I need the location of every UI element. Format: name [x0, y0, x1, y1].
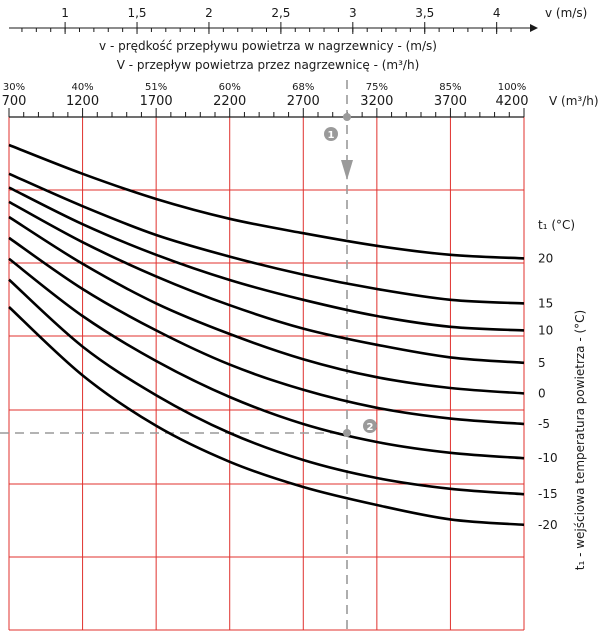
curve-t1--5	[8, 236, 525, 426]
right-axis-ticks: 20 15 10 5 0 -5 -10 -15 -20	[538, 251, 558, 531]
v-tick-label: 1,5	[127, 6, 146, 20]
V-percent-label: 75%	[366, 82, 388, 93]
marker-point-1	[343, 113, 351, 121]
top-axis-V-unit: V (m³/h)	[549, 94, 599, 108]
top-axis-V-title: V - przepływ powietrza przez nagrzewnicę…	[117, 58, 420, 72]
guide-arrow-down	[341, 160, 353, 180]
plot-grid	[8, 116, 525, 631]
curve-t1--20	[8, 306, 525, 527]
right-axis-tick-label: 5	[538, 356, 546, 370]
V-percent-label: 85%	[439, 82, 461, 93]
V-tick-label: 3700	[434, 94, 467, 109]
top-axis-v-ticks: 1 1,5 2 2,5 3 3,5 4	[21, 6, 512, 34]
V-percent-label: 100%	[498, 82, 527, 93]
right-axis-title: t₁ - wejściowa temperatura powietrza - (…	[573, 310, 587, 570]
v-tick-label: 2	[205, 6, 213, 20]
V-percent-label: 60%	[219, 82, 241, 93]
curve-t1-15	[8, 172, 525, 305]
V-tick-label: 4200	[495, 94, 528, 109]
V-tick-label: 3200	[360, 94, 393, 109]
top-axis-V-labels: 30%700 40%1200 51%1700 60%2200 68%2700 75%320…	[2, 82, 529, 109]
V-percent-label: 68%	[292, 82, 314, 93]
v-tick-label: 2,5	[271, 6, 290, 20]
temperature-curves	[8, 143, 525, 527]
v-tick-label: 3,5	[415, 6, 434, 20]
top-axis-v-unit: v (m/s)	[545, 6, 587, 20]
V-tick-label: 1700	[140, 94, 173, 109]
curve-t1--10	[8, 257, 525, 460]
right-axis-tick-label: 10	[538, 323, 553, 337]
marker-label-2: 2	[367, 422, 374, 433]
top-axis-v-title: v - prędkość przepływu powietrza w nagrz…	[99, 39, 437, 53]
curve-t1-0	[8, 215, 525, 395]
v-tick-label: 1	[61, 6, 69, 20]
V-tick-label: 700	[2, 94, 27, 109]
plot-top-minor-ticks	[8, 108, 525, 117]
V-tick-label: 2200	[213, 94, 246, 109]
right-axis-tick-label: -10	[538, 451, 558, 465]
v-tick-label: 3	[349, 6, 357, 20]
curve-t1-20	[8, 143, 525, 260]
top-axis-v: 1 1,5 2 2,5 3 3,5 4 v (m/s) v - prędkość przep…	[9, 6, 587, 53]
top-axis-v-arrow	[530, 24, 538, 32]
V-percent-label: 51%	[145, 82, 167, 93]
V-tick-label: 2700	[287, 94, 320, 109]
right-axis-unit: t₁ (°C)	[538, 218, 575, 232]
marker-label-1: 1	[328, 130, 335, 141]
v-tick-label: 4	[493, 6, 501, 20]
V-percent-label: 40%	[71, 82, 93, 93]
right-axis-tick-label: -20	[538, 518, 558, 532]
marker-point-2	[343, 429, 351, 437]
marker-badge-1	[324, 127, 338, 141]
right-axis-tick-label: -5	[538, 417, 550, 431]
right-axis-tick-label: 15	[538, 296, 553, 310]
curve-t1-5	[8, 200, 525, 365]
right-axis-tick-label: 0	[538, 386, 546, 400]
V-percent-label: 30%	[3, 82, 25, 93]
right-axis-tick-label: 20	[538, 251, 553, 265]
right-axis-tick-label: -15	[538, 487, 558, 501]
V-tick-label: 1200	[66, 94, 99, 109]
curve-t1-10	[8, 186, 525, 332]
curve-t1--15	[8, 278, 525, 496]
marker-badge-2	[363, 419, 377, 433]
